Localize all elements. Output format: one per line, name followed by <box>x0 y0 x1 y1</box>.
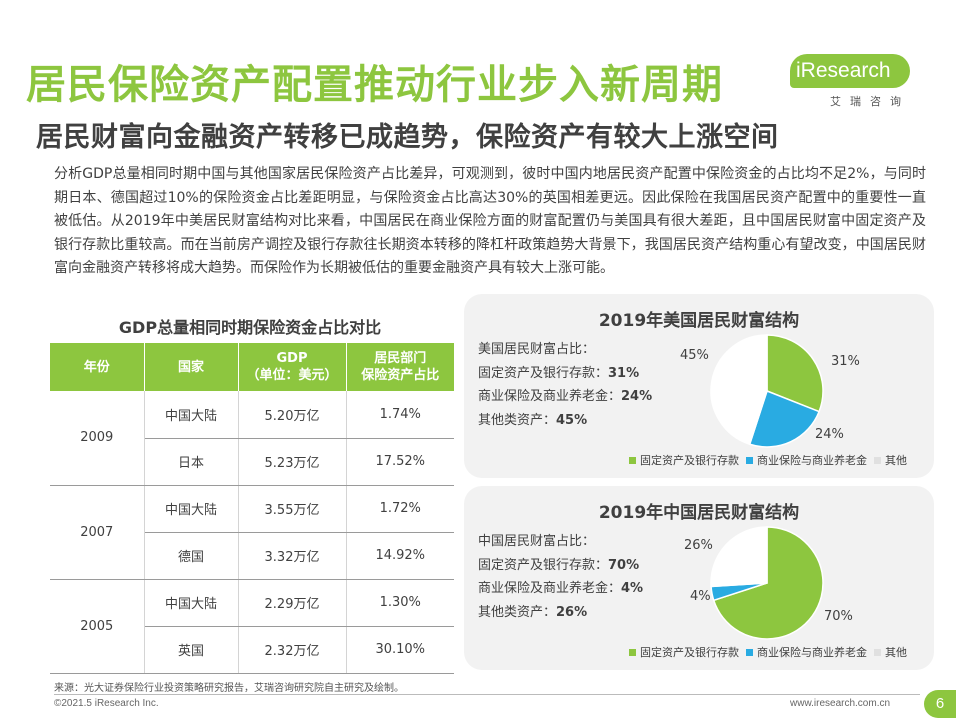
country-cell: 中国大陆 <box>144 579 239 627</box>
cn-info-line: 商业保险及商业养老金：4% <box>478 581 644 596</box>
legend-swatch-gray <box>874 648 881 656</box>
ratio-cell: 30.10% <box>346 626 454 674</box>
gdp-cell: 3.55万亿 <box>238 485 347 533</box>
page-number: 6 <box>924 690 956 718</box>
logo-brand: iResearch <box>796 59 891 82</box>
ratio-cell: 1.74% <box>346 391 454 439</box>
legend-swatch-green <box>629 648 636 656</box>
cn-pie-chart <box>710 526 824 640</box>
us-info-title: 美国居民财富占比： <box>478 342 596 357</box>
gdp-comparison-table: 年份 国家 GDP （单位：美元） 居民部门 保险资产占比 2009 中国大陆 5.… <box>50 343 454 674</box>
cn-info-line: 其他类资产：26% <box>478 604 588 620</box>
legend-label: 固定资产及银行存款 <box>640 646 739 659</box>
table-row: 2005 中国大陆 2.29万亿 1.30% <box>50 579 454 674</box>
header-country: 国家 <box>144 343 239 391</box>
table-row: 2009 中国大陆 5.20万亿 1.74% <box>50 391 454 486</box>
us-pie-label-fixed: 31% <box>831 354 860 369</box>
country-cell: 英国 <box>144 626 239 674</box>
cn-info-line: 固定资产及银行存款：70% <box>478 557 640 573</box>
pie-slice-fixed-assets <box>766 334 824 413</box>
legend-label: 其他 <box>885 454 907 467</box>
cn-pie-label-insurance: 4% <box>690 589 711 604</box>
pie-slice-other <box>710 526 768 588</box>
country-cell: 中国大陆 <box>144 391 239 439</box>
table-row: 德国 3.32万亿 14.92% <box>50 532 454 580</box>
us-info-line: 其他类资产：45% <box>478 412 588 428</box>
legend-label: 其他 <box>885 646 907 659</box>
gdp-cell: 5.23万亿 <box>238 438 347 486</box>
legend-swatch-blue <box>746 648 753 656</box>
us-pie-chart <box>710 334 824 448</box>
page-title: 居民保险资产配置推动行业步入新周期 <box>26 62 723 108</box>
footer-url: www.iresearch.com.cn <box>790 698 891 709</box>
ratio-cell: 17.52% <box>346 438 454 486</box>
cn-wealth-panel: 2019年中国居民财富结构 中国居民财富占比： 固定资产及银行存款：70% 商业… <box>464 486 934 670</box>
us-info-line: 固定资产及银行存款：31% <box>478 365 640 381</box>
gdp-cell: 5.20万亿 <box>238 391 347 439</box>
legend-swatch-gray <box>874 456 881 464</box>
year-cell: 2005 <box>50 579 145 674</box>
page-subtitle: 居民财富向金融资产转移已成趋势，保险资产有较大上涨空间 <box>36 122 779 153</box>
pie-slice-other <box>710 334 768 446</box>
pie-slice-fixed-assets <box>712 526 824 640</box>
legend-label: 商业保险与商业养老金 <box>757 454 867 467</box>
header-year: 年份 <box>50 343 145 391</box>
legend-swatch-blue <box>746 456 753 464</box>
pie-slice-insurance <box>748 390 821 448</box>
ratio-cell: 14.92% <box>346 532 454 580</box>
iresearch-logo: iResearch 艾瑞咨询 <box>790 54 920 114</box>
body-paragraph: 分析GDP总量相同时期中国与其他国家居民保险资产占比差异，可观测到，彼时中国内地… <box>54 166 926 276</box>
logo-bubble <box>790 54 910 88</box>
header-gdp: GDP （单位：美元） <box>238 343 347 391</box>
ratio-cell: 1.30% <box>346 579 454 627</box>
gdp-cell: 2.32万亿 <box>238 626 347 674</box>
legend-swatch-green <box>629 456 636 464</box>
country-cell: 德国 <box>144 532 239 580</box>
logo-cn: 艾瑞咨询 <box>830 95 910 108</box>
copyright: ©2021.5 iResearch Inc. <box>54 698 159 709</box>
cn-pie-label-other: 26% <box>684 538 713 553</box>
us-chart-legend: 固定资产及银行存款 商业保险与商业养老金 其他 <box>622 452 907 468</box>
cn-panel-title: 2019年中国居民财富结构 <box>598 503 800 523</box>
year-cell: 2007 <box>50 485 145 580</box>
source-note: 来源：光大证券保险行业投资策略研究报告，艾瑞咨询研究院自主研究及绘制。 <box>54 683 404 694</box>
cn-chart-legend: 固定资产及银行存款 商业保险与商业养老金 其他 <box>622 644 907 660</box>
legend-label: 商业保险与商业养老金 <box>757 646 867 659</box>
country-cell: 中国大陆 <box>144 485 239 533</box>
cn-info-title: 中国居民财富占比： <box>478 534 596 549</box>
country-cell: 日本 <box>144 438 239 486</box>
us-wealth-panel: 2019年美国居民财富结构 美国居民财富占比： 固定资产及银行存款：31% 商业… <box>464 294 934 478</box>
table-title: GDP总量相同时期保险资金占比对比 <box>118 318 382 337</box>
us-pie-label-insurance: 24% <box>815 427 844 442</box>
us-panel-title: 2019年美国居民财富结构 <box>598 311 800 331</box>
header-ratio: 居民部门 保险资产占比 <box>346 343 454 391</box>
cn-info-block: 中国居民财富占比： 固定资产及银行存款：70% 商业保险及商业养老金：4% 其他… <box>478 530 643 624</box>
table-row: 日本 5.23万亿 17.52% <box>50 438 454 486</box>
gdp-cell: 3.32万亿 <box>238 532 347 580</box>
us-info-block: 美国居民财富占比： 固定资产及银行存款：31% 商业保险及商业养老金：24% 其… <box>478 338 652 432</box>
legend-label: 固定资产及银行存款 <box>640 454 739 467</box>
year-cell: 2009 <box>50 391 145 486</box>
cn-pie-label-fixed: 70% <box>824 609 853 624</box>
ratio-cell: 1.72% <box>346 485 454 533</box>
table-row: 英国 2.32万亿 30.10% <box>50 626 454 674</box>
table-row: 2007 中国大陆 3.55万亿 1.72% <box>50 485 454 580</box>
us-pie-label-other: 45% <box>680 348 709 363</box>
footer-divider <box>54 694 920 695</box>
us-info-line: 商业保险及商业养老金：24% <box>478 389 653 404</box>
gdp-cell: 2.29万亿 <box>238 579 347 627</box>
